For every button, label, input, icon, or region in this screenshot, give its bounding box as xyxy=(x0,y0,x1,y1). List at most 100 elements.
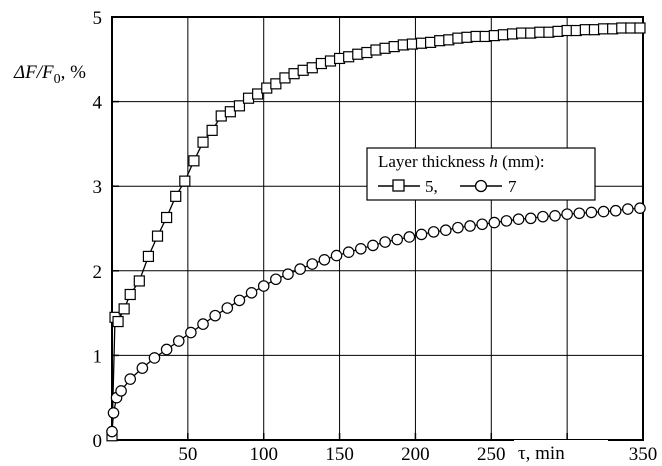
point-circle xyxy=(107,407,120,419)
y-tick-label: 2 xyxy=(93,262,103,283)
point-square xyxy=(516,27,528,39)
point-circle xyxy=(634,202,646,214)
y-tick-label: 4 xyxy=(93,93,103,114)
point-square xyxy=(279,72,291,84)
point-circle xyxy=(136,362,149,374)
point-square xyxy=(634,22,646,34)
point-square xyxy=(224,106,236,118)
point-circle xyxy=(257,280,270,292)
point-square xyxy=(497,29,510,41)
point-square xyxy=(370,44,382,56)
point-square xyxy=(270,78,282,90)
point-circle xyxy=(282,268,294,280)
point-circle xyxy=(197,318,209,330)
point-square xyxy=(352,48,364,60)
point-square xyxy=(588,24,601,36)
point-square xyxy=(188,155,200,167)
point-square xyxy=(415,37,428,49)
point-square xyxy=(288,68,300,80)
point-square xyxy=(534,26,546,38)
point-square xyxy=(261,82,273,94)
point-circle xyxy=(148,352,161,364)
point-circle xyxy=(318,254,331,266)
point-square xyxy=(170,190,182,202)
point-square xyxy=(297,64,309,76)
point-circle xyxy=(524,212,537,225)
point-square xyxy=(142,250,155,263)
point-square xyxy=(552,25,564,37)
point-circle xyxy=(233,294,246,307)
point-square xyxy=(324,55,337,67)
point-circle xyxy=(622,203,634,215)
point-circle xyxy=(306,258,319,270)
point-square xyxy=(616,22,628,34)
point-square xyxy=(434,35,446,47)
point-square xyxy=(333,52,346,65)
legend-title: Layer thickness h (mm): xyxy=(378,152,545,171)
point-square xyxy=(561,24,573,37)
point-square xyxy=(570,24,582,37)
y-axis-label: ΔF/F0, % xyxy=(13,62,86,87)
y-tick-label: 0 xyxy=(93,431,103,452)
point-square xyxy=(579,24,591,36)
point-circle xyxy=(379,236,391,248)
point-circle xyxy=(245,286,258,299)
x-axis-label-bg xyxy=(514,440,608,464)
point-circle xyxy=(367,239,379,252)
point-circle xyxy=(391,233,404,246)
point-circle xyxy=(270,273,282,286)
point-circle xyxy=(439,224,452,236)
point-circle xyxy=(106,425,118,438)
x-tick-label: 50 xyxy=(178,444,197,465)
point-circle xyxy=(209,309,221,322)
point-circle xyxy=(124,373,137,385)
point-square xyxy=(397,39,409,51)
x-tick-label: 150 xyxy=(325,444,354,465)
plot-frame xyxy=(111,16,644,441)
x-tick-label: 100 xyxy=(249,444,278,465)
point-square xyxy=(470,30,482,43)
point-circle xyxy=(330,249,343,262)
point-circle xyxy=(160,343,173,356)
point-circle xyxy=(355,243,367,255)
point-square xyxy=(443,34,455,46)
point-square xyxy=(161,211,173,224)
point-square xyxy=(452,32,464,44)
legend: Layer thickness h (mm): 5, 7 xyxy=(366,147,596,201)
point-circle xyxy=(597,205,610,218)
point-square xyxy=(197,136,209,148)
legend-entry-series-7: 7 xyxy=(508,177,517,196)
point-circle xyxy=(185,326,197,339)
point-square xyxy=(361,46,373,59)
point-circle xyxy=(561,208,573,220)
tick-marks xyxy=(111,16,644,441)
point-square xyxy=(543,26,555,38)
point-square xyxy=(506,28,519,40)
point-square xyxy=(133,275,145,287)
point-square xyxy=(315,57,327,70)
point-square xyxy=(306,62,318,74)
point-square xyxy=(118,303,130,315)
x-tick-label: 350 xyxy=(629,444,658,465)
point-square xyxy=(406,38,418,50)
point-square xyxy=(151,230,164,242)
point-square xyxy=(242,92,255,104)
point-square xyxy=(607,23,619,35)
point-square xyxy=(206,124,218,136)
point-circle xyxy=(500,215,513,227)
point-square xyxy=(112,315,124,328)
point-circle xyxy=(342,246,355,258)
point-square xyxy=(625,22,637,34)
point-square xyxy=(233,100,246,112)
point-circle xyxy=(609,204,622,217)
point-circle xyxy=(427,226,440,238)
point-circle xyxy=(115,385,127,397)
point-circle xyxy=(452,221,464,234)
point-circle xyxy=(537,210,549,223)
point-square xyxy=(379,42,391,54)
x-tick-label: 250 xyxy=(477,444,506,465)
y-tick-label: 3 xyxy=(93,177,103,198)
point-circle xyxy=(172,335,185,347)
point-square xyxy=(488,30,500,42)
